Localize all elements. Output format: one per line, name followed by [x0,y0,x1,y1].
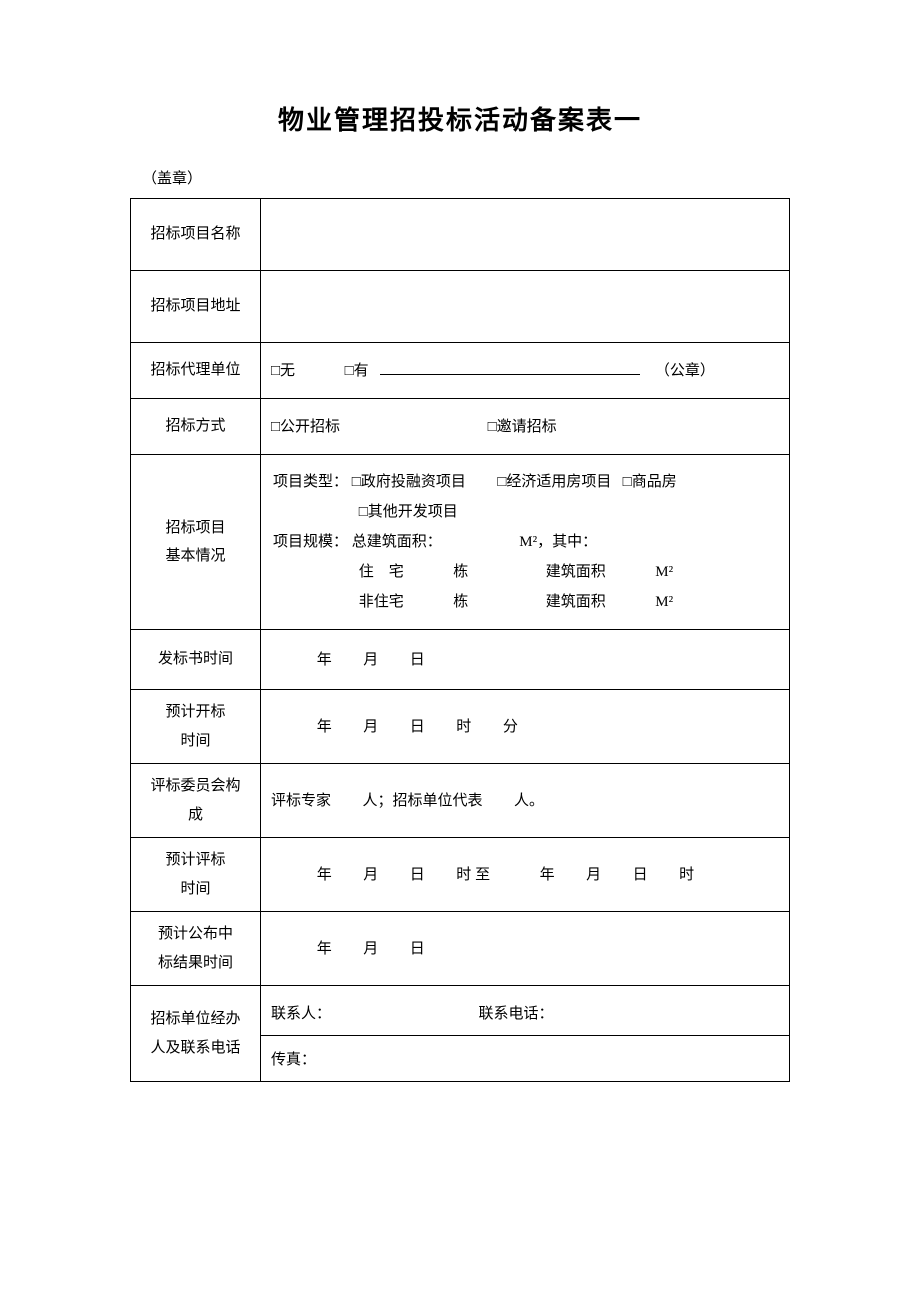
label-open-time: 预计开标 时间 [131,690,261,764]
nonresidential-label: 非住宅 [359,594,404,610]
proj-type-label: 项目类型： [273,474,348,490]
page-title: 物业管理招投标活动备案表一 [130,100,790,137]
label-committee: 评标委员会构 成 [131,764,261,838]
row-issue-time: 发标书时间 年 月 日 [131,630,790,690]
row-basic-info: 招标项目 基本情况 项目类型： □政府投融资项目 □经济适用房项目 □商品房 □… [131,455,790,630]
field-basic-info: 项目类型： □政府投融资项目 □经济适用房项目 □商品房 □其他开发项目 项目规… [261,455,790,630]
checkbox-none[interactable]: □无 [271,363,295,379]
form-table: 招标项目名称 招标项目地址 招标代理单位 □无 □有 （公章） 招标方式 □公开… [130,198,790,1082]
field-contact: 联系人： 联系电话： 传真： [261,986,790,1082]
label-basic-info: 招标项目 基本情况 [131,455,261,630]
label-issue-time: 发标书时间 [131,630,261,690]
field-eval-time: 年 月 日 时 至 年 月 日 时 [261,838,790,912]
unit-m2-2: M² [655,564,673,580]
label-eval-time: 预计评标 时间 [131,838,261,912]
checkbox-gov[interactable]: □政府投融资项目 [352,474,466,490]
row-open-time: 预计开标 时间 年 月 日 时 分 [131,690,790,764]
building-unit: 栋 [453,564,468,580]
contact-person-label: 联系人： [271,1006,331,1022]
field-project-addr [261,271,790,343]
checkbox-comm[interactable]: □商品房 [623,474,677,490]
row-committee: 评标委员会构 成 评标专家 人；招标单位代表 人。 [131,764,790,838]
build-area-label: 建筑面积 [546,564,606,580]
label-agent-unit: 招标代理单位 [131,343,261,399]
checkbox-other[interactable]: □其他开发项目 [359,504,458,520]
checkbox-invite-bid[interactable]: □邀请招标 [488,419,557,435]
proj-scale-label: 项目规模： [273,534,348,550]
row-eval-time: 预计评标 时间 年 月 日 时 至 年 月 日 时 [131,838,790,912]
label-project-name: 招标项目名称 [131,199,261,271]
contact-phone-label: 联系电话： [479,1006,554,1022]
agent-name-underline [380,374,640,375]
building-unit-2: 栋 [453,594,468,610]
label-bid-method: 招标方式 [131,399,261,455]
checkbox-econ[interactable]: □经济适用房项目 [497,474,611,490]
seal-note: （盖章） [130,167,790,188]
field-open-time: 年 月 日 时 分 [261,690,790,764]
field-agent-unit: □无 □有 （公章） [261,343,790,399]
row-project-name: 招标项目名称 [131,199,790,271]
field-project-name [261,199,790,271]
total-area-label: 总建筑面积： [352,534,442,550]
label-announce-time: 预计公布中 标结果时间 [131,912,261,986]
row-project-addr: 招标项目地址 [131,271,790,343]
unit-m2-3: M² [655,594,673,610]
field-announce-time: 年 月 日 [261,912,790,986]
row-announce-time: 预计公布中 标结果时间 年 月 日 [131,912,790,986]
checkbox-has[interactable]: □有 [345,363,369,379]
checkbox-open-bid[interactable]: □公开招标 [271,419,340,435]
unit-m2: M² [519,534,537,550]
residential-label: 住 宅 [359,564,404,580]
row-bid-method: 招标方式 □公开招标 □邀请招标 [131,399,790,455]
label-contact: 招标单位经办 人及联系电话 [131,986,261,1082]
row-contact: 招标单位经办 人及联系电话 联系人： 联系电话： 传真： [131,986,790,1082]
agent-stamp-note: （公章） [655,363,715,379]
field-committee: 评标专家 人；招标单位代表 人。 [261,764,790,838]
field-bid-method: □公开招标 □邀请招标 [261,399,790,455]
field-issue-time: 年 月 日 [261,630,790,690]
label-project-addr: 招标项目地址 [131,271,261,343]
contact-fax-label: 传真： [271,1052,316,1068]
row-agent-unit: 招标代理单位 □无 □有 （公章） [131,343,790,399]
among-label: ，其中： [537,534,597,550]
build-area-label-2: 建筑面积 [546,594,606,610]
